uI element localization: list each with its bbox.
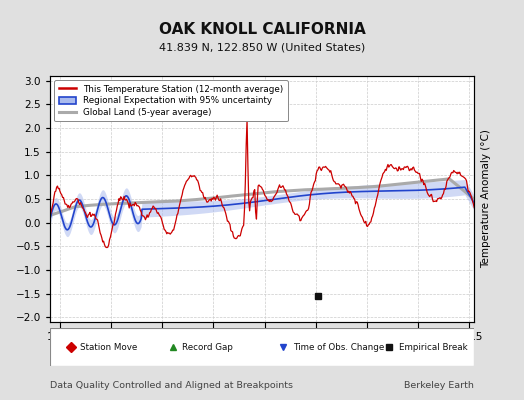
Text: Station Move: Station Move [80, 342, 138, 352]
Legend: This Temperature Station (12-month average), Regional Expectation with 95% uncer: This Temperature Station (12-month avera… [54, 80, 288, 121]
Y-axis label: Temperature Anomaly (°C): Temperature Anomaly (°C) [481, 130, 491, 268]
Text: Empirical Break: Empirical Break [399, 342, 467, 352]
Text: OAK KNOLL CALIFORNIA: OAK KNOLL CALIFORNIA [159, 22, 365, 37]
Text: Data Quality Controlled and Aligned at Breakpoints: Data Quality Controlled and Aligned at B… [50, 381, 293, 390]
Text: Time of Obs. Change: Time of Obs. Change [292, 342, 384, 352]
Text: Record Gap: Record Gap [182, 342, 233, 352]
Text: Berkeley Earth: Berkeley Earth [405, 381, 474, 390]
Text: 41.839 N, 122.850 W (United States): 41.839 N, 122.850 W (United States) [159, 42, 365, 52]
FancyBboxPatch shape [50, 328, 474, 366]
